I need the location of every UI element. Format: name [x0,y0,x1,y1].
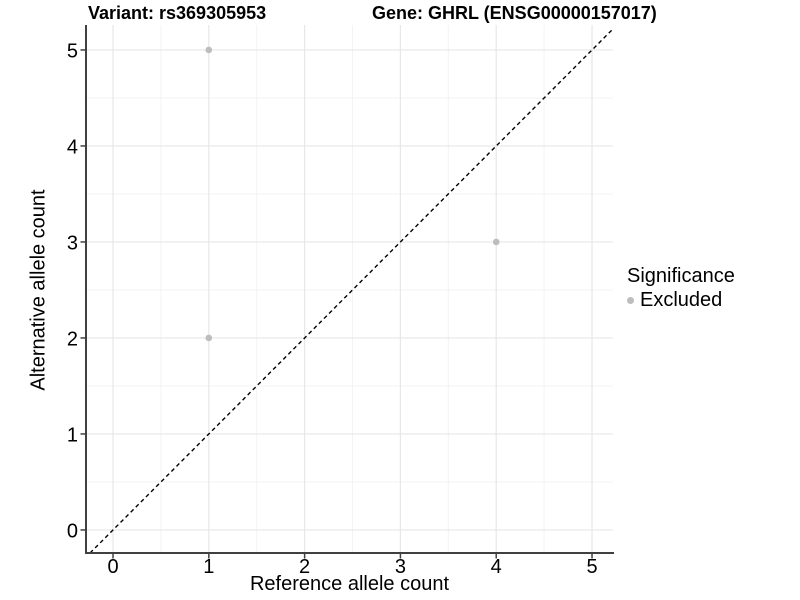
legend-title: Significance [627,265,735,287]
legend: Significance Excluded [627,265,735,312]
y-axis-label: Alternative allele count [27,189,50,391]
y-tick-label: 3 [67,232,78,254]
x-tick-label: 0 [107,556,118,578]
x-tick-label: 4 [491,556,502,578]
x-tick-label: 5 [586,556,597,578]
y-tick-label: 2 [67,328,78,350]
x-tick-label: 2 [299,556,310,578]
data-point [492,238,500,246]
identity-dashed-line [89,28,614,554]
y-tick-label: 5 [67,40,78,62]
data-point [205,334,213,342]
y-tick-label: 0 [67,520,78,542]
data-point [205,46,213,54]
plot-title-gene: Gene: GHRL (ENSG00000157017) [372,3,657,23]
legend-item-label: Excluded [640,289,723,311]
legend-item-excluded: Excluded [627,289,735,312]
y-tick-label: 1 [67,424,78,446]
x-tick-label: 1 [203,556,214,578]
plot-title-variant: Variant: rs369305953 [88,3,267,23]
x-tick-label: 3 [395,556,406,578]
excluded-point-marker-icon [627,297,634,304]
x-axis-label: Reference allele count [249,573,449,595]
y-tick-label: 4 [67,136,78,158]
